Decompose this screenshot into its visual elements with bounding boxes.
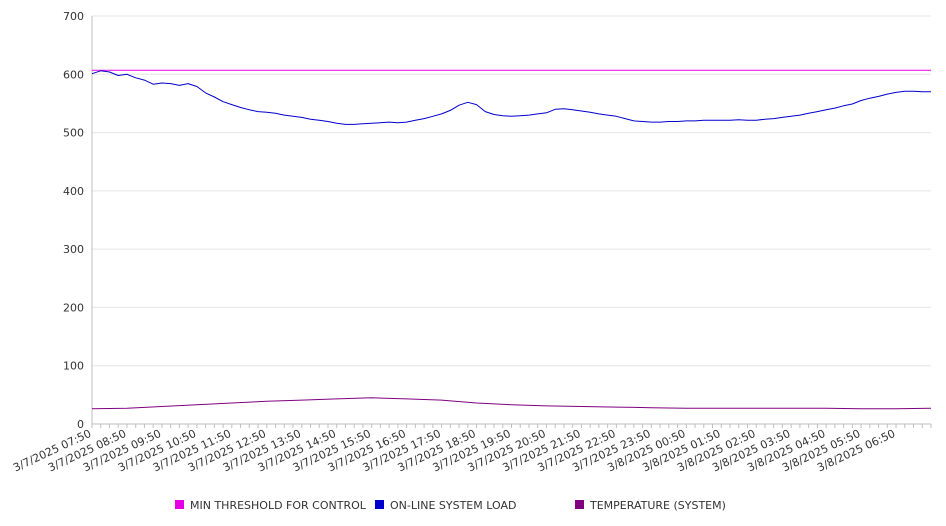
legend-label: ON-LINE SYSTEM LOAD [390, 499, 516, 512]
y-tick-label: 500 [63, 127, 84, 140]
legend-label: MIN THRESHOLD FOR CONTROL [190, 499, 367, 512]
legend-swatch [575, 500, 584, 509]
legend: MIN THRESHOLD FOR CONTROL ON-LINE SYSTEM … [175, 499, 726, 512]
y-tick-labels: 0 100 200 300 400 500 600 700 [63, 10, 84, 431]
gridlines [92, 15, 931, 367]
legend-swatch [175, 500, 184, 509]
axes [91, 16, 932, 428]
series-line-2 [91, 397, 932, 410]
y-tick-label: 0 [77, 418, 84, 431]
y-tick-label: 600 [63, 68, 84, 81]
y-tick-label: 400 [63, 185, 84, 198]
x-tick-labels: 3/7/2025 07:503/7/2025 08:503/7/2025 09:… [11, 427, 897, 475]
y-tick-label: 200 [63, 301, 84, 314]
y-tick-label: 700 [63, 10, 84, 23]
series-line-1 [91, 70, 931, 125]
series-lines [91, 69, 932, 410]
y-tick-label: 100 [63, 360, 84, 373]
legend-swatch [375, 500, 384, 509]
y-tick-label: 300 [63, 243, 84, 256]
legend-label: TEMPERATURE (SYSTEM) [589, 499, 726, 512]
